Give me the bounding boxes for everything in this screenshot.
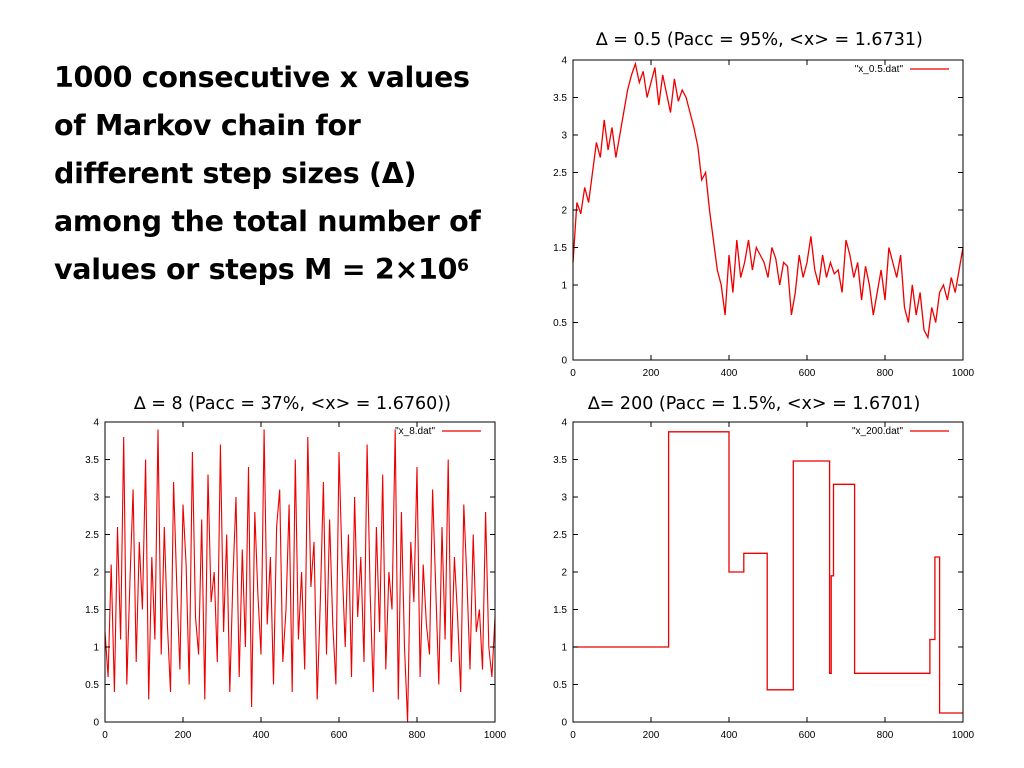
y-tick-label: 1.5: [553, 243, 567, 254]
plot-frame: [572, 421, 964, 723]
y-tick-label: 4: [561, 418, 567, 429]
x-tick-label: 1000: [484, 730, 507, 741]
slide-heading: 1000 consecutive x values of Markov chai…: [54, 54, 524, 294]
heading-line-4: among the total number of: [54, 205, 481, 238]
y-tick-label: 4: [93, 418, 99, 429]
plot-frame: [572, 59, 964, 361]
y-tick-label: 2: [561, 568, 567, 579]
y-tick-label: 1.5: [85, 605, 99, 616]
y-tick-label: 2.5: [553, 530, 567, 541]
y-tick-label: 3.5: [553, 455, 567, 466]
chart-delta-8: 0 0.5 1 1.5 2 2.5 3 3.5 4 0 200 400 600 800 1000 "x_8.d…: [85, 418, 507, 742]
x-tick-label: 600: [799, 368, 816, 379]
y-tick-label: 1.5: [553, 605, 567, 616]
heading-line-5: values or steps M = 2×106: [54, 246, 524, 294]
y-tick-label: 0.5: [553, 318, 567, 329]
y-tick-label: 0: [561, 718, 567, 729]
y-tick-label: 3: [561, 131, 567, 142]
y-tick-label: 0.5: [85, 680, 99, 691]
y-tick-label: 1: [93, 643, 99, 654]
heading-line-1: 1000 consecutive x values: [54, 61, 470, 94]
x-tick-label: 1000: [952, 730, 975, 741]
heading-line-5-text: values or steps M = 2×10: [54, 253, 458, 286]
x-tick-label: 800: [409, 730, 426, 741]
series-line: [104, 429, 496, 723]
heading-exponent: 6: [457, 256, 469, 276]
x-tick-label: 0: [102, 730, 108, 741]
x-tick-label: 200: [643, 368, 660, 379]
heading-line-3: different step sizes (Δ): [54, 157, 417, 190]
y-tick-label: 3.5: [85, 455, 99, 466]
y-tick-label: 0: [561, 356, 567, 367]
caption-delta-200: ∆= 200 (Pacc = 1.5%, <x> = 1.6701): [588, 394, 921, 414]
y-tick-label: 3.5: [553, 93, 567, 104]
y-tick-label: 2.5: [553, 168, 567, 179]
y-tick-label: 3: [93, 493, 99, 504]
y-tick-label: 1: [561, 281, 567, 292]
y-tick-label: 2: [561, 206, 567, 217]
x-tick-label: 200: [175, 730, 192, 741]
x-tick-label: 400: [253, 730, 270, 741]
x-tick-label: 0: [570, 730, 576, 741]
caption-delta-8: ∆ = 8 (Pacc = 37%, <x> = 1.6760)): [134, 394, 451, 414]
series-line: [572, 61, 964, 340]
x-tick-label: 600: [799, 730, 816, 741]
y-tick-label: 2.5: [85, 530, 99, 541]
chart-delta-200: 0 0.5 1 1.5 2 2.5 3 3.5 4 0 200 400 600 800 1000 "x_200…: [553, 418, 975, 742]
x-tick-label: 200: [643, 730, 660, 741]
x-tick-label: 0: [570, 368, 576, 379]
y-tick-label: 1: [561, 643, 567, 654]
chart-delta-0-5: 0 0.5 1 1.5 2 2.5 3 3.5 4 0 200 400 600 800 1000 "x_0.5…: [553, 56, 975, 380]
y-tick-label: 2: [93, 568, 99, 579]
caption-delta-0-5: ∆ = 0.5 (Pacc = 95%, <x> = 1.6731): [596, 30, 923, 50]
heading-line-2: of Markov chain for: [54, 109, 361, 142]
x-tick-label: 600: [331, 730, 348, 741]
x-tick-label: 800: [877, 730, 894, 741]
legend-label: "x_0.5.dat": [855, 64, 904, 75]
x-tick-label: 400: [721, 368, 738, 379]
series-line: [573, 431, 963, 714]
legend-label: "x_8.dat": [395, 426, 435, 437]
y-tick-label: 4: [561, 56, 567, 67]
y-tick-label: 3: [561, 493, 567, 504]
y-tick-label: 0.5: [553, 680, 567, 691]
x-tick-label: 400: [721, 730, 738, 741]
y-tick-label: 0: [93, 718, 99, 729]
x-tick-label: 1000: [952, 368, 975, 379]
legend-label: "x_200.dat": [852, 426, 903, 437]
x-tick-label: 800: [877, 368, 894, 379]
